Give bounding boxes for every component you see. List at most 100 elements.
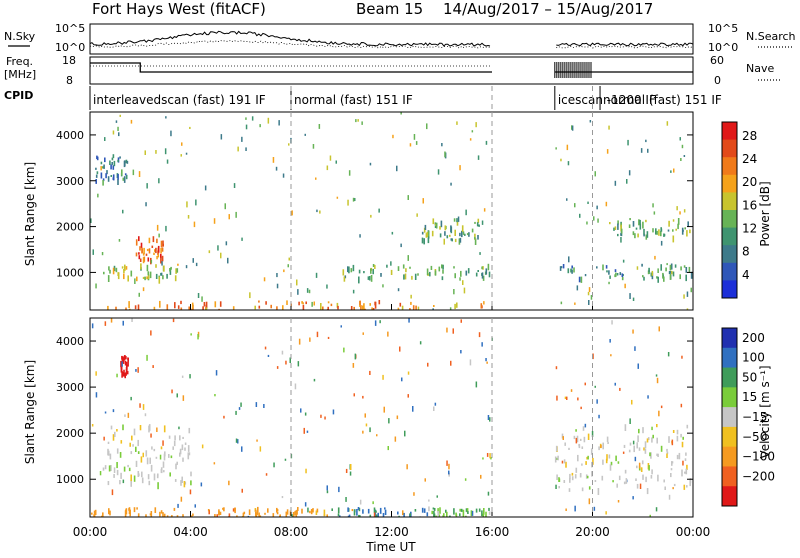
velocity-cell — [130, 479, 132, 487]
velocity-cell — [124, 414, 126, 417]
velocity-cell — [483, 508, 485, 515]
velocity-cell — [689, 478, 692, 484]
velocity-cell — [638, 428, 640, 434]
velocity-cell — [172, 446, 174, 450]
power-cell — [111, 157, 114, 161]
power-cell — [128, 308, 131, 310]
velocity-cell — [332, 409, 335, 415]
velocity-cell — [337, 513, 340, 517]
velocity-cell — [307, 507, 309, 513]
colorbar-swatch — [722, 210, 737, 229]
power-cell — [617, 220, 619, 225]
velocity-cell — [596, 399, 598, 404]
power-cell — [138, 236, 140, 242]
velocity-cell — [120, 440, 123, 444]
velocity-cell — [683, 484, 686, 490]
power-cell — [357, 119, 359, 122]
power-cell — [327, 301, 330, 304]
power-cell — [121, 169, 123, 176]
velocity-cell — [608, 454, 611, 459]
velocity-cell — [267, 508, 269, 513]
velocity-cell — [396, 415, 399, 420]
velocity-cell — [578, 443, 580, 447]
power-colorbar: 28 24 20 16 12 8 4 — [721, 121, 757, 299]
power-cell — [586, 221, 588, 225]
power-cell — [421, 237, 424, 244]
power-cell — [311, 301, 313, 307]
power-cell — [165, 225, 167, 232]
power-cell — [609, 275, 611, 279]
power-cell — [453, 289, 455, 295]
velocity-cell — [279, 514, 281, 517]
power-cell — [656, 276, 658, 279]
power-cell — [423, 227, 426, 233]
velocity-cell — [267, 354, 270, 357]
power-cell — [361, 121, 363, 125]
power-cell — [322, 306, 324, 310]
velocity-cell — [116, 448, 119, 454]
velocity-cell — [632, 440, 635, 445]
power-cell — [454, 238, 457, 243]
power-cell — [353, 306, 355, 310]
velocity-cell — [91, 323, 94, 329]
velocity-cell — [141, 477, 144, 484]
velocity-cell — [123, 466, 126, 472]
velocity-cell — [137, 439, 139, 447]
power-cell — [123, 269, 125, 274]
velocity-cell — [107, 441, 110, 444]
power-cell — [584, 274, 587, 277]
velocity-cell — [629, 442, 632, 446]
velocity-cell — [182, 457, 184, 462]
velocity-cell — [406, 464, 408, 470]
velocity-cell — [170, 515, 173, 517]
power-cell — [652, 228, 654, 233]
power-cell — [97, 193, 99, 198]
y-tick-label: 1000 — [56, 266, 84, 279]
power-cell — [684, 227, 686, 230]
velocity-cell — [116, 462, 118, 469]
velocity-cell — [324, 416, 326, 420]
power-cell — [641, 263, 643, 267]
power-cell — [101, 166, 104, 169]
power-cell — [109, 269, 111, 274]
velocity-cell — [568, 447, 570, 450]
velocity-cell — [433, 508, 436, 511]
velocity-cell — [373, 507, 376, 513]
power-cell — [443, 238, 445, 245]
velocity-cell — [467, 511, 469, 514]
power-cell — [316, 209, 318, 213]
power-cell — [425, 233, 428, 238]
power-cell — [367, 276, 370, 280]
power-cell — [157, 245, 160, 253]
velocity-cell — [286, 509, 289, 515]
power-cell — [439, 226, 441, 230]
cpid-label: CPID — [4, 89, 33, 102]
nave-tick-bottom: 0 — [714, 74, 721, 87]
velocity-cell — [208, 509, 210, 515]
velocity-cell — [135, 446, 137, 452]
velocity-cell — [146, 354, 148, 361]
power-cell — [638, 219, 640, 226]
power-cell — [605, 265, 608, 269]
velocity-cell — [684, 458, 687, 461]
power-cell — [119, 156, 121, 159]
power-cell — [668, 271, 671, 275]
power-cell — [467, 268, 470, 274]
power-cell — [653, 211, 656, 215]
velocity-cell — [362, 332, 364, 335]
power-cell — [579, 213, 581, 218]
velocity-cell — [259, 515, 262, 517]
power-cell — [302, 302, 304, 305]
power-cell — [135, 252, 138, 257]
velocity-cell — [597, 488, 600, 495]
power-cell — [441, 264, 443, 269]
power-cell — [576, 285, 579, 291]
velocity-cell — [623, 481, 626, 485]
power-cell — [197, 293, 200, 298]
power-cell — [159, 300, 161, 308]
velocity-cell — [666, 448, 668, 452]
power-cell — [481, 272, 484, 279]
power-cell — [477, 235, 479, 240]
x-tick-label: 20:00 — [575, 525, 610, 539]
velocity-cell — [104, 465, 107, 470]
